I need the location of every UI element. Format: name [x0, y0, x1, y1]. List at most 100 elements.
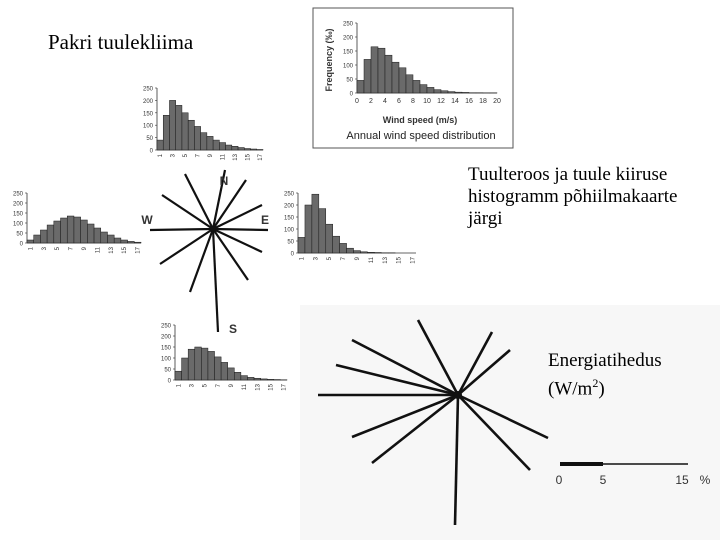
annual-ytick-label: 250 [343, 22, 354, 28]
annual-bar [461, 92, 470, 94]
north-bar [237, 147, 245, 151]
energy-rose-ray [371, 393, 459, 465]
energy-rose-ray [453, 394, 460, 526]
energy-scale-bar: 0 5 15 % [556, 462, 711, 487]
south-bar [174, 370, 182, 381]
west-bar [107, 234, 115, 244]
west-bar [60, 217, 68, 244]
south-bar [260, 378, 268, 381]
west-xtick-label: 9 [82, 246, 88, 250]
west-bar [93, 227, 102, 244]
west-bar [33, 234, 41, 244]
south-xtick-label: 11 [242, 383, 248, 390]
scale-label-0: 0 [556, 473, 563, 487]
east-xtick-label: 11 [369, 256, 375, 263]
north-bar [194, 126, 201, 151]
south-xtick-label: 5 [203, 383, 209, 387]
east-ytick-label: 200 [284, 204, 295, 210]
west-bar [53, 220, 61, 244]
west-bar [120, 239, 128, 244]
east-bar [367, 252, 375, 254]
wind-rose [149, 169, 269, 333]
wind-rose-ray [212, 227, 269, 232]
south-bar [227, 367, 235, 381]
annual-chart-title: Annual wind speed distribution [346, 130, 495, 142]
east-ytick-label: 100 [284, 228, 295, 234]
annual-xtick-label: 6 [397, 98, 401, 105]
wind-rose-ray [159, 228, 214, 265]
west-ytick-label: 150 [13, 212, 24, 218]
energy-caption-close: ) [598, 378, 605, 400]
east-xtick-label: 7 [341, 256, 347, 260]
east-ytick-label: 250 [284, 192, 295, 198]
east-ytick-label: 0 [291, 252, 295, 258]
east-bar [332, 235, 340, 254]
west-ytick-label: 200 [13, 202, 24, 208]
south-ytick-label: 50 [164, 368, 171, 374]
annual-bar [426, 87, 435, 94]
north-bar [169, 100, 176, 151]
annual-bar [391, 61, 400, 94]
annual-ytick-label: 150 [343, 50, 354, 56]
direction-label-north: N [220, 174, 229, 188]
annual-bar [412, 80, 421, 94]
north-bar [250, 148, 258, 151]
annual-bar [384, 54, 393, 94]
annual-bar [370, 46, 379, 94]
west-bar [87, 223, 95, 244]
west-bar [73, 216, 81, 244]
south-bar [207, 351, 215, 381]
east-bar [353, 250, 361, 254]
north-bar [181, 112, 189, 151]
east-xtick-label: 1 [299, 256, 305, 260]
west-xtick-label: 17 [136, 246, 142, 253]
wind-rose-ray [149, 227, 214, 232]
east-xtick-label: 9 [355, 256, 361, 260]
scale-label-5: 5 [600, 473, 607, 487]
north-bar [162, 115, 170, 151]
east-bar [297, 237, 306, 254]
energy-rose-ray [457, 349, 511, 396]
direction-label-west: W [141, 213, 153, 227]
north-xtick-label: 11 [220, 153, 226, 160]
energy-rose-ray [351, 393, 459, 439]
energy-rose-panel [300, 305, 720, 540]
scale-label-percent: % [700, 473, 711, 487]
annual-xtick-label: 16 [465, 98, 473, 105]
north-xtick-label: 5 [183, 153, 189, 157]
north-bar [231, 146, 239, 151]
annual-bar [454, 91, 463, 94]
energy-caption-line1: Energiatihedus [548, 350, 662, 371]
west-bar [46, 224, 55, 244]
wind-rose-ray [211, 169, 227, 230]
east-xtick-label: 15 [397, 256, 403, 263]
annual-xtick-label: 20 [493, 98, 501, 105]
north-bar [212, 139, 220, 151]
annual-xtick-label: 18 [479, 98, 487, 105]
wind-rose-ray [161, 194, 214, 230]
wind-rose-ray [211, 228, 220, 333]
energy-rose-ray [335, 363, 459, 397]
annual-xtick-label: 12 [437, 98, 445, 105]
south-xtick-label: 1 [176, 383, 182, 387]
south-bar [266, 379, 275, 381]
page-title: Pakri tuulekliima [48, 30, 194, 54]
wind-rose-ray [212, 228, 263, 253]
annual-bar [356, 80, 365, 94]
west-bar [127, 241, 135, 244]
south-xtick-label: 15 [269, 383, 275, 390]
south-xtick-label: 13 [255, 383, 261, 390]
west-bar [113, 237, 122, 244]
west-ytick-label: 100 [13, 222, 24, 228]
south-xtick-label: 3 [189, 383, 195, 387]
annual-chart-ylabel: Frequency (‰) [324, 28, 334, 91]
energy-density-caption: Energiatihedus (W/m2) [548, 350, 718, 400]
west-ytick-label: 0 [20, 242, 24, 248]
north-xtick-label: 7 [196, 153, 202, 157]
annual-bar [377, 47, 386, 94]
east-xtick-label: 3 [313, 256, 319, 260]
west-bar [80, 219, 88, 244]
